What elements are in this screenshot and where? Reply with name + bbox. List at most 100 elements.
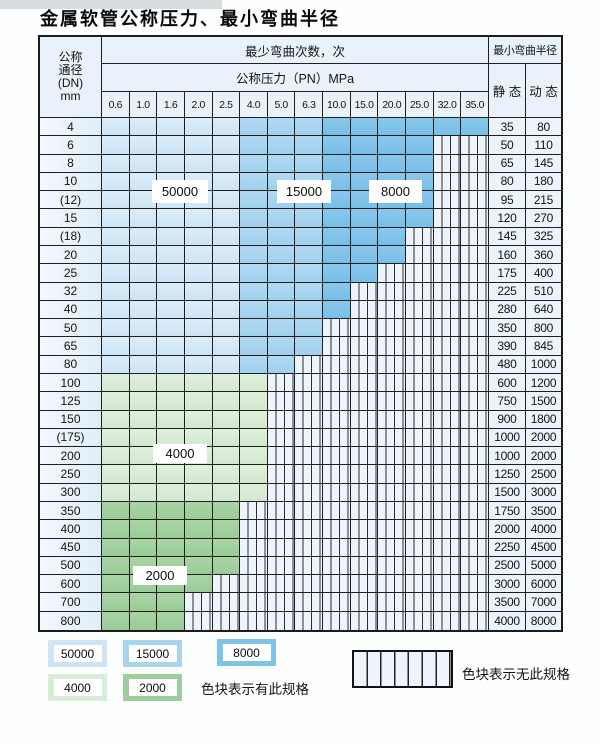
no-spec-cell xyxy=(433,136,462,155)
spec-cell xyxy=(461,118,489,137)
no-spec-cell xyxy=(184,593,213,612)
dn-row-label: 6 xyxy=(40,136,102,155)
spec-cell xyxy=(157,465,185,484)
no-spec-cell xyxy=(350,575,379,594)
spec-cell xyxy=(184,319,213,338)
cycle-count-label: 8000 xyxy=(369,180,422,203)
cycle-count-label: 4000 xyxy=(153,444,207,463)
spec-cell xyxy=(212,392,241,411)
spec-cell xyxy=(406,136,434,155)
spec-cell xyxy=(129,392,158,411)
no-spec-cell xyxy=(406,465,434,484)
cycle-count-label: 15000 xyxy=(277,180,331,203)
no-spec-cell xyxy=(184,611,213,630)
no-spec-cell xyxy=(433,520,462,539)
dynamic-radius-value: 1800 xyxy=(525,410,561,429)
no-spec-cell xyxy=(350,428,379,448)
no-spec-cell xyxy=(295,428,324,448)
no-spec-cell xyxy=(295,593,324,612)
static-radius-value: 750 xyxy=(488,392,526,411)
dynamic-radius-value: 270 xyxy=(525,209,561,228)
no-spec-cell xyxy=(406,282,434,301)
static-radius-value: 350 xyxy=(488,319,526,338)
dynamic-radius-value: 2000 xyxy=(525,428,561,448)
spec-cell xyxy=(267,264,296,283)
dn-row-label: 40 xyxy=(40,300,102,320)
spec-cell xyxy=(406,154,434,173)
no-spec-cell xyxy=(350,319,379,338)
no-spec-cell xyxy=(406,447,434,466)
dynamic-column-header: 动 态 xyxy=(525,64,561,118)
legend-swatch-4000: 4000 xyxy=(48,674,107,701)
dn-row-label: 450 xyxy=(40,538,102,557)
spec-cell xyxy=(323,118,351,137)
spec-cell xyxy=(212,502,241,521)
static-radius-value: 4000 xyxy=(488,611,526,630)
no-spec-cell xyxy=(323,502,351,521)
spec-cell xyxy=(102,118,130,137)
no-spec-cell xyxy=(433,355,462,374)
spec-cell xyxy=(323,227,351,246)
no-spec-cell xyxy=(350,502,379,521)
no-spec-cell xyxy=(378,447,407,466)
no-spec-cell xyxy=(323,483,351,502)
pressure-tick: 0.6 xyxy=(102,92,130,118)
spec-cell xyxy=(240,447,268,466)
no-spec-cell xyxy=(378,538,407,557)
static-radius-value: 1500 xyxy=(488,483,526,502)
no-spec-cell xyxy=(378,465,407,484)
no-spec-cell xyxy=(433,337,462,356)
no-spec-cell xyxy=(240,593,268,612)
spec-cell xyxy=(102,264,130,283)
spec-cell xyxy=(102,447,130,466)
no-spec-cell xyxy=(323,392,351,411)
no-spec-cell xyxy=(378,556,407,576)
spec-cell xyxy=(102,593,130,612)
no-spec-cell xyxy=(461,227,489,246)
no-spec-cell xyxy=(461,374,489,393)
no-spec-cell xyxy=(378,575,407,594)
no-spec-cell xyxy=(461,465,489,484)
no-spec-cell xyxy=(378,410,407,429)
spec-cell xyxy=(295,246,324,265)
spec-cell xyxy=(184,410,213,429)
spec-cell xyxy=(267,154,296,173)
spec-cell xyxy=(102,392,130,411)
no-spec-cell xyxy=(461,428,489,448)
no-spec-cell xyxy=(378,428,407,448)
spec-cell xyxy=(184,538,213,557)
spec-cell xyxy=(184,465,213,484)
no-spec-cell xyxy=(323,355,351,374)
spec-cell xyxy=(157,319,185,338)
no-spec-cell xyxy=(433,575,462,594)
no-spec-cell xyxy=(350,355,379,374)
dn-header-line: mm xyxy=(60,89,81,103)
dn-row-label: 800 xyxy=(40,611,102,630)
spec-cell xyxy=(102,556,130,576)
no-spec-cell xyxy=(406,392,434,411)
pressure-tick: 20.0 xyxy=(378,92,407,118)
dynamic-radius-value: 215 xyxy=(525,191,561,210)
no-spec-cell xyxy=(461,611,489,630)
static-radius-value: 1750 xyxy=(488,502,526,521)
spec-cell xyxy=(240,410,268,429)
spec-cell xyxy=(157,410,185,429)
no-spec-cell xyxy=(433,374,462,393)
spec-cell xyxy=(102,465,130,484)
no-spec-cell xyxy=(461,502,489,521)
no-spec-cell xyxy=(323,465,351,484)
no-spec-cell xyxy=(433,611,462,630)
spec-cell xyxy=(157,538,185,557)
spec-cell xyxy=(157,374,185,393)
static-radius-value: 3500 xyxy=(488,593,526,612)
spec-cell xyxy=(295,154,324,173)
spec-cell xyxy=(240,355,268,374)
dynamic-radius-value: 845 xyxy=(525,337,561,356)
dynamic-radius-value: 640 xyxy=(525,300,561,320)
spec-table: 公称 通径 (DN) mm 最少弯曲次数，次 最小弯曲半径 公称压力（PN）MPa 静 态动 … xyxy=(38,35,563,632)
no-spec-cell xyxy=(461,136,489,155)
spec-cell xyxy=(350,264,379,283)
pressure-tick: 15.0 xyxy=(350,92,379,118)
pressure-tick: 2.0 xyxy=(184,92,213,118)
spec-cell xyxy=(102,611,130,630)
